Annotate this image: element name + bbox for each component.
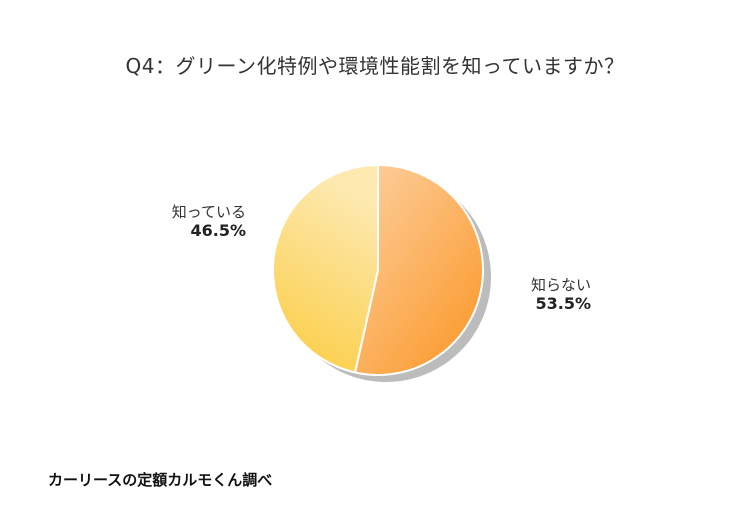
pie-slice-known <box>272 163 379 374</box>
source-note: カーリースの定額カルモくん調べ <box>48 471 273 489</box>
slice-label-known-value: 46.5% <box>190 221 246 240</box>
chart-title: Q4：グリーン化特例や環境性能割を知っていますか？ <box>125 54 625 78</box>
pie-slice-unknown <box>353 163 484 376</box>
slice-label-unknown-value: 53.5% <box>535 294 591 313</box>
slice-label-known-name: 知っている <box>171 203 246 221</box>
slice-label-unknown: 知らない 53.5% <box>505 276 591 313</box>
slice-label-unknown-name: 知らない <box>530 276 591 294</box>
slice-label-known: 知っている 46.5% <box>150 203 246 240</box>
